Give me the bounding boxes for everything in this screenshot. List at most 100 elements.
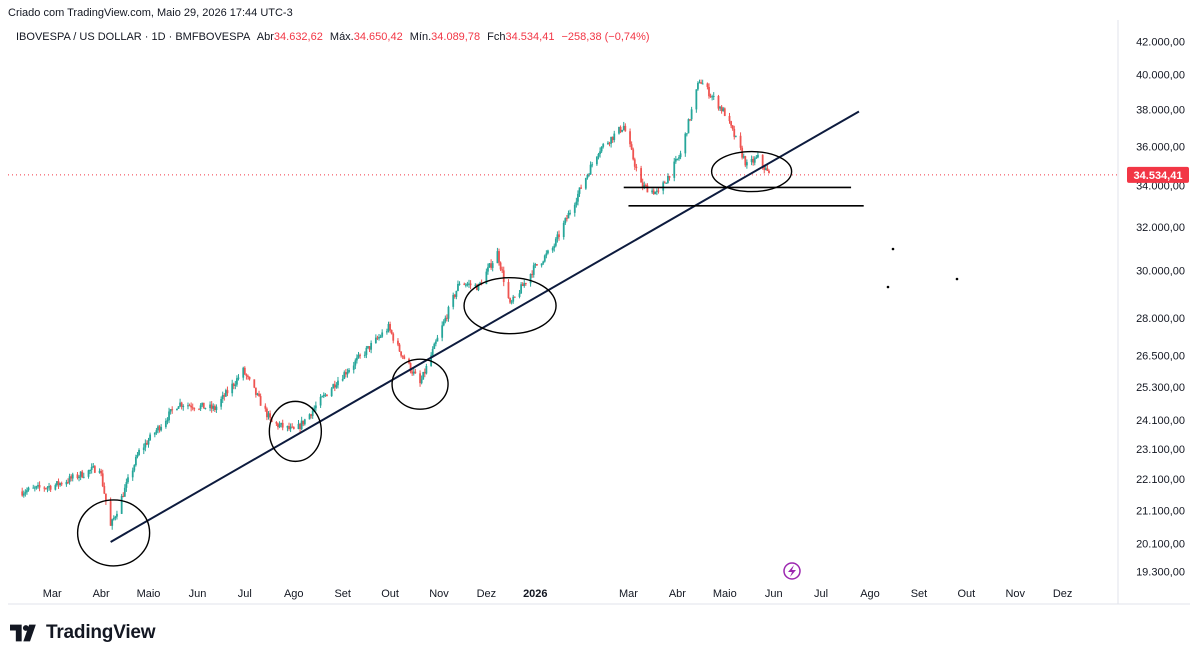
candle-body [599,151,601,155]
candle-body [469,283,472,286]
legend-symbol[interactable]: IBOVESPA / US DOLLAR · 1D · BMFBOVESPA [16,31,251,43]
candle-body [654,191,657,195]
candle-body [204,408,207,410]
candle-body [259,396,262,406]
candle-body [498,251,500,263]
candle-body [24,492,27,494]
candle-body [198,408,200,410]
candle-body [474,284,477,286]
time-tick-label: Jun [765,588,783,600]
price-axis[interactable]: 42.000,00 40.000,00 38.000,00 36.000,00 34.0… [1127,36,1189,578]
candle-body [300,420,303,430]
candle-body [149,434,151,441]
price-tick-label: 30.000,00 [1136,266,1185,278]
candle-body [684,133,687,154]
candle-body [33,487,36,489]
candle-body [624,125,627,132]
candle-body [114,516,117,519]
candle-body [600,146,603,152]
candle-body [502,270,505,283]
candle-body [153,432,156,435]
candle-body [314,405,317,409]
candle-body [731,125,734,129]
candle-body [464,284,467,286]
time-tick-label: Dez [1053,588,1073,600]
candle-body [403,356,406,359]
legend-open-label: Abr [256,31,274,43]
candle-body [168,411,170,421]
candle-body [425,366,428,374]
tradingview-brand[interactable]: TradingView [10,622,156,644]
candle-body [586,175,589,179]
candle-body [90,466,93,470]
candle-body [275,422,278,424]
candle-body [554,238,557,246]
candle-body [292,426,295,430]
candle-body [610,136,613,144]
candle-body [191,407,194,409]
candle-body [397,340,399,345]
candle-body [224,390,227,397]
candle-body [187,405,189,407]
candle-body [223,395,226,397]
candle-body [43,487,46,489]
candle-body [125,482,128,488]
price-tick-label: 24.100,00 [1136,415,1185,427]
candle-body [457,283,459,291]
candle-body [286,426,289,428]
candle-body [733,128,736,137]
candle-body [436,337,439,342]
candle-body [352,365,355,370]
candle-body [719,106,721,109]
candle-body [442,321,445,326]
candle-body [510,301,513,303]
candle-body [640,168,642,183]
candle-body [49,485,52,490]
candle-body [123,487,126,497]
candle-body [723,108,726,116]
candle-body [433,343,436,349]
candle-body [321,396,324,398]
legend-close-label: Fch [487,31,506,43]
candle-body [376,337,379,339]
candle-body [67,481,69,483]
candle-body [311,410,314,416]
candle-body [441,325,444,338]
last-price-tag-label: 34.534,41 [1134,170,1183,182]
candle-body [573,204,576,213]
candle-body [374,337,377,343]
candle-body [142,447,145,450]
time-axis[interactable]: Mar Abr Maio Jun Jul Ago Set Out Nov Dez 2026 Mar Ab… [43,588,1073,600]
candle-body [730,121,732,126]
time-tick-label: Jul [814,588,828,600]
candle-body [663,182,666,184]
candle-body [665,182,668,184]
candle-body [564,218,567,223]
candle-body [468,283,470,285]
candle-body [558,234,560,238]
candle-body [618,126,620,134]
legend-high-value: 34.650,42 [353,31,403,43]
candle-body [166,420,169,422]
candle-body [532,265,535,275]
touch-circle [268,400,323,463]
candle-body [367,346,369,348]
candle-body [567,212,570,219]
candle-body [177,406,180,409]
candle-body [70,476,73,479]
candle-body [236,378,238,385]
candle-body [213,406,216,410]
candle-body [256,393,259,395]
candle-body [35,486,38,488]
price-tick-label: 40.000,00 [1136,70,1185,82]
price-tick-label: 32.000,00 [1136,222,1185,234]
candle-body [210,404,213,409]
candle-body [302,420,305,425]
candle-body [542,261,545,264]
candle-body [147,440,150,445]
candle-body [266,408,268,418]
candle-body [513,296,516,298]
candle-body [722,108,725,112]
earnings-icon[interactable] [783,562,801,580]
